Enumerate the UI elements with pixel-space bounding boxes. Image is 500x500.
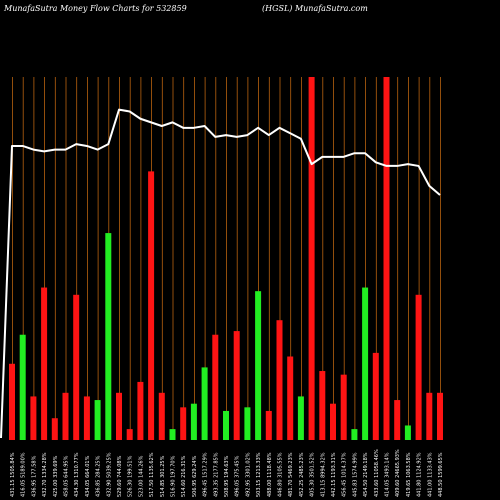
bar-11 — [116, 392, 122, 440]
bar-28 — [297, 396, 304, 440]
bar-9 — [94, 400, 101, 440]
bar-35 — [372, 352, 379, 440]
volume-bars — [9, 77, 443, 440]
bar-24 — [255, 291, 262, 440]
x-tick-label: 441.00 1133.43% — [427, 452, 433, 497]
bar-41 — [437, 392, 443, 440]
x-tick-label: 434.05 664.01% — [85, 455, 91, 497]
bar-8 — [83, 396, 90, 440]
x-tick-label: 503.15 1213.33% — [256, 452, 262, 497]
bar-2 — [19, 334, 26, 440]
x-tick-label: 514.85 301.25% — [160, 455, 166, 497]
x-tick-label: 506.95 629.24% — [192, 455, 198, 497]
x-tick-label: 446.80 3105.55% — [278, 452, 284, 497]
bar-10 — [105, 233, 112, 440]
price-line — [0, 108, 441, 439]
bar-33 — [351, 429, 358, 440]
x-tick-label: 413.15 8994.32% — [320, 452, 326, 497]
x-tick-label: 508.95 194.63% — [224, 455, 230, 497]
bar-14 — [148, 171, 155, 440]
x-tick-label: 419.65 1063.58% — [406, 452, 412, 497]
x-tick-label: 416.05 5189.00% — [21, 452, 27, 497]
bar-25 — [265, 410, 272, 440]
bar-5 — [51, 418, 58, 440]
x-tick-label: 425.00 339.69% — [53, 455, 59, 497]
bar-38 — [404, 425, 411, 440]
x-tick-label: 432.70 1334.28% — [42, 452, 48, 497]
bar-12 — [126, 429, 133, 440]
bar-7 — [73, 294, 80, 440]
x-tick-label: 452.25 2485.23% — [299, 452, 305, 497]
chart-header-right: (HGSL) MunafaSutra.com — [262, 4, 368, 13]
bar-30 — [319, 371, 326, 440]
x-tick-label: 488.00 1118.48% — [267, 452, 273, 497]
bar-4 — [41, 287, 48, 440]
bar-15 — [158, 392, 165, 440]
x-tick-label: 445.83 1574.99% — [352, 452, 358, 497]
bar-3 — [30, 396, 37, 440]
bar-21 — [223, 410, 229, 440]
x-tick-label: 492.95 3301.02% — [245, 452, 251, 497]
bar-34 — [362, 287, 369, 440]
x-tick-labels: 431.15 1505.84% 416.05 5189.00% 436.95 177… — [10, 449, 444, 497]
bar-17 — [180, 407, 187, 440]
bar-40 — [426, 392, 433, 440]
bar-18 — [190, 403, 197, 440]
bar-31 — [330, 403, 336, 440]
x-tick-label: 514.60 216.31% — [181, 455, 187, 497]
chart-header-left: MunafaSutra Money Flow Charts for 532859 — [4, 4, 187, 13]
bar-39 — [415, 294, 422, 440]
bar-23 — [244, 407, 251, 440]
bar-20 — [212, 334, 219, 440]
x-tick-label: 493.35 2177.85% — [213, 452, 219, 497]
bar-29 — [308, 77, 315, 440]
x-tick-label: 523.00 144.26% — [138, 455, 144, 497]
bar-32 — [340, 374, 347, 440]
x-tick-label: 496.05 375.45% — [235, 455, 241, 497]
x-tick-label: 436.95 177.58% — [31, 455, 37, 497]
x-tick-label: 431.15 1505.84% — [10, 452, 16, 497]
x-tick-label: 441.80 1124.92% — [417, 452, 423, 497]
x-tick-label: 526.30 199.51% — [128, 455, 134, 497]
bar-27 — [287, 356, 294, 440]
x-tick-label: 409.60 24665.93% — [395, 449, 401, 497]
x-tick-label: 448.50 1599.65% — [438, 452, 444, 497]
x-tick-label: 529.60 744.08% — [117, 455, 123, 497]
x-tick-label: 433.60 11058.46% — [374, 449, 380, 497]
x-tick-label: 481.70 5469.23% — [288, 452, 294, 497]
x-tick-label: 496.45 1517.29% — [203, 452, 209, 497]
bar-37 — [394, 400, 401, 440]
bar-36 — [383, 77, 390, 440]
bar-13 — [137, 381, 144, 440]
bar-22 — [233, 331, 240, 440]
bar-26 — [276, 320, 283, 440]
x-tick-label: 414.05 3493.14% — [385, 452, 391, 497]
x-tick-label: 517.50 1135.62% — [149, 452, 155, 497]
bar-16 — [169, 429, 176, 440]
x-tick-label: 405.30 3501.52% — [310, 452, 316, 497]
x-tick-label: 436.85 284.25% — [96, 455, 102, 497]
bar-6 — [62, 392, 69, 440]
x-tick-label: 458.05 644.95% — [64, 455, 70, 497]
x-tick-label: 434.30 1310.77% — [74, 452, 80, 497]
x-tick-label: 454.50 2149.18% — [363, 452, 369, 497]
x-tick-label: 442.15 1193.31% — [331, 452, 337, 497]
x-tick-label: 456.45 1014.37% — [342, 452, 348, 497]
bar-1 — [9, 363, 15, 440]
price-line-group — [0, 108, 441, 439]
x-tick-label: 516.90 197.70% — [171, 455, 177, 497]
x-tick-label: 432.90 5039.25% — [106, 452, 112, 497]
bar-19 — [201, 367, 208, 440]
